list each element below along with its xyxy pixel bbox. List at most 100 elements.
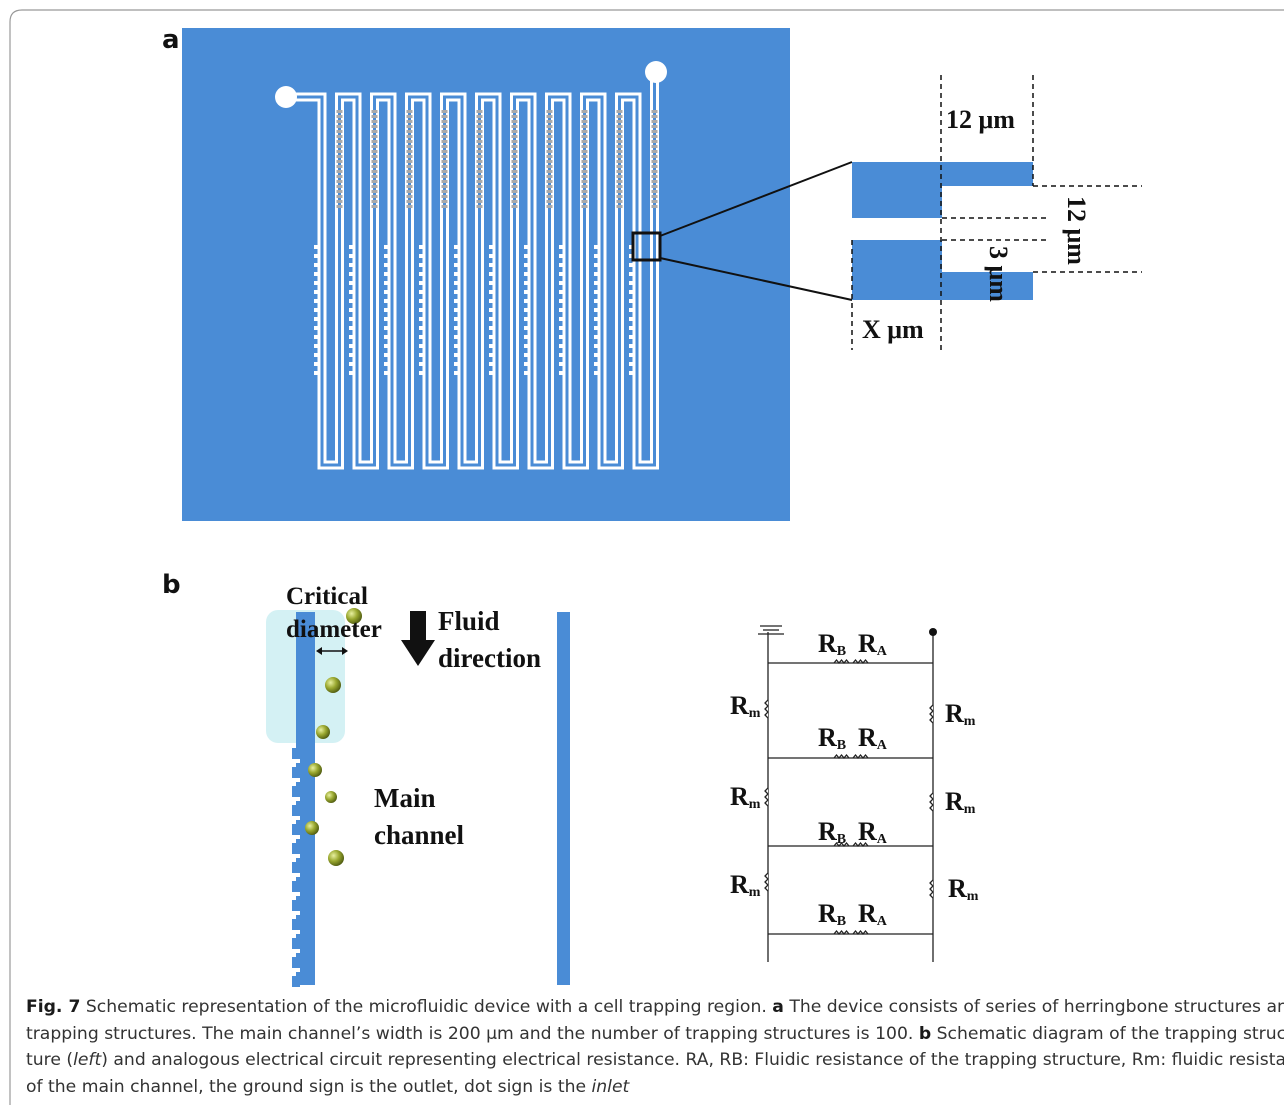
trap: [559, 371, 563, 375]
caption-text: trapping structures. The main channel’s …: [26, 1023, 919, 1044]
trap: [454, 245, 458, 249]
trap: [384, 299, 388, 303]
trap: [524, 308, 528, 312]
trap: [454, 281, 458, 285]
resistance-subscript: m: [749, 885, 761, 900]
trap: [489, 290, 493, 294]
trap: [384, 281, 388, 285]
trap: [384, 254, 388, 258]
trap: [314, 317, 318, 321]
resistance-symbol: R: [818, 899, 837, 928]
resistance-label: Rm: [730, 691, 761, 721]
trap: [559, 317, 563, 321]
resistance-symbol: R: [945, 699, 964, 728]
trap: [524, 344, 528, 348]
trap: [384, 371, 388, 375]
resistance-symbol: R: [858, 723, 877, 752]
inlet: [275, 86, 297, 108]
trap: [629, 335, 633, 339]
trap: [489, 308, 493, 312]
trap: [292, 748, 300, 759]
resistance-label: RB: [818, 629, 846, 659]
flow-arrow: [401, 611, 435, 666]
trap-gap: [296, 949, 300, 953]
trap: [594, 326, 598, 330]
annotation-line: diameter: [286, 616, 382, 643]
trap: [524, 263, 528, 267]
resistance-subscript: A: [877, 914, 888, 929]
trap: [454, 335, 458, 339]
trap: [594, 254, 598, 258]
trap: [419, 317, 423, 321]
trap: [629, 299, 633, 303]
trap-gap: [296, 835, 300, 839]
trap: [419, 299, 423, 303]
trap: [629, 272, 633, 276]
resistance-label: Rm: [948, 874, 979, 904]
resistance-subscript: B: [837, 832, 846, 847]
trap-gap: [296, 873, 300, 877]
trap: [524, 371, 528, 375]
trap: [559, 362, 563, 366]
resistance-label: RA: [858, 629, 888, 659]
trap: [594, 371, 598, 375]
resistor: [929, 704, 934, 724]
caption-line: trapping structures. The main channel’s …: [26, 1021, 1284, 1048]
trap: [419, 362, 423, 366]
trap: [292, 957, 300, 968]
resistance-symbol: R: [858, 899, 877, 928]
trap: [384, 308, 388, 312]
resistance-symbol: R: [818, 629, 837, 658]
trap: [489, 281, 493, 285]
resistance-label: Rm: [730, 870, 761, 900]
trap: [524, 281, 528, 285]
trap: [489, 335, 493, 339]
resistance-symbol: R: [730, 691, 749, 720]
resistance-subscript: B: [837, 914, 846, 929]
trap: [559, 263, 563, 267]
trap: [349, 308, 353, 312]
annotation-line: channel: [374, 820, 465, 850]
resistor: [833, 658, 850, 665]
trap: [314, 335, 318, 339]
resistance-label: RB: [818, 817, 846, 847]
trap: [292, 938, 300, 949]
resistance-label: RB: [818, 899, 846, 929]
trap: [419, 371, 423, 375]
trap: [384, 362, 388, 366]
trap: [384, 263, 388, 267]
trap: [349, 272, 353, 276]
trap: [349, 245, 353, 249]
trap: [419, 281, 423, 285]
trap: [594, 281, 598, 285]
trap: [524, 317, 528, 321]
resistance-subscript: m: [749, 706, 761, 721]
trap: [594, 362, 598, 366]
annotation-line: Critical: [286, 583, 368, 610]
circuit: [758, 625, 934, 962]
trap: [559, 344, 563, 348]
trap: [384, 272, 388, 276]
trap: [349, 299, 353, 303]
trap: [559, 290, 563, 294]
caption-line: of the main channel, the ground sign is …: [26, 1074, 1281, 1101]
trap: [454, 254, 458, 258]
trap: [419, 326, 423, 330]
trap: [489, 344, 493, 348]
trap: [524, 272, 528, 276]
trap: [559, 254, 563, 258]
resistance-subscript: m: [749, 797, 761, 812]
trap: [314, 272, 318, 276]
zoom-line: [659, 257, 853, 301]
resistance-subscript: A: [877, 738, 888, 753]
trap: [489, 326, 493, 330]
resistance-label: RA: [858, 723, 888, 753]
annotation: Main channel: [374, 783, 465, 850]
trap: [489, 353, 493, 357]
trap: [454, 272, 458, 276]
trap: [559, 272, 563, 276]
trap: [454, 362, 458, 366]
trap: [314, 362, 318, 366]
